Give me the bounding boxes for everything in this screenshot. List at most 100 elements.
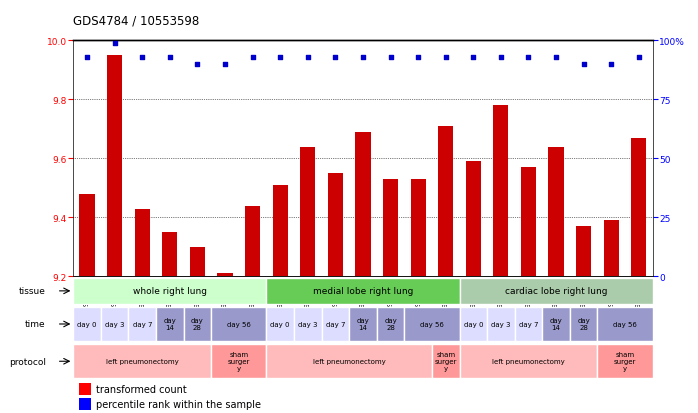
Bar xyxy=(570,307,597,341)
Text: day 7: day 7 xyxy=(326,321,345,327)
Text: day
28: day 28 xyxy=(577,318,590,331)
Point xyxy=(164,55,175,61)
Point xyxy=(302,55,313,61)
Bar xyxy=(521,168,536,277)
Point xyxy=(137,55,148,61)
Bar xyxy=(410,180,426,277)
Bar xyxy=(300,147,315,277)
Text: sham
surger
y: sham surger y xyxy=(614,351,637,371)
Text: day 56: day 56 xyxy=(420,321,444,327)
Point xyxy=(413,55,424,61)
Bar xyxy=(79,383,91,395)
Text: left pneumonectomy: left pneumonectomy xyxy=(106,358,179,364)
Text: day 7: day 7 xyxy=(519,321,538,327)
Bar xyxy=(184,307,211,341)
Bar xyxy=(135,209,150,277)
Point xyxy=(440,55,452,61)
Point xyxy=(247,55,258,61)
Text: left pneumonectomy: left pneumonectomy xyxy=(492,358,565,364)
Point xyxy=(329,55,341,61)
Text: day 3: day 3 xyxy=(105,321,124,327)
Point xyxy=(468,55,479,61)
Bar xyxy=(514,307,542,341)
Point xyxy=(82,55,93,61)
Text: day 0: day 0 xyxy=(270,321,290,327)
Text: day 0: day 0 xyxy=(77,321,97,327)
Point xyxy=(274,55,285,61)
Text: day 3: day 3 xyxy=(298,321,318,327)
Bar xyxy=(73,307,101,341)
Bar xyxy=(190,247,205,277)
Bar xyxy=(267,307,294,341)
Bar xyxy=(101,307,128,341)
Point xyxy=(109,40,120,47)
Text: day
28: day 28 xyxy=(384,318,397,331)
Bar xyxy=(294,307,322,341)
Text: day
14: day 14 xyxy=(550,318,563,331)
Bar xyxy=(267,278,459,304)
Text: day
14: day 14 xyxy=(163,318,176,331)
Text: percentile rank within the sample: percentile rank within the sample xyxy=(96,399,262,409)
Bar xyxy=(377,307,404,341)
Bar xyxy=(79,398,91,410)
Bar xyxy=(466,162,481,277)
Point xyxy=(633,55,644,61)
Text: time: time xyxy=(25,320,45,329)
Bar xyxy=(549,147,564,277)
Bar xyxy=(322,307,349,341)
Bar xyxy=(355,133,371,277)
Text: transformed count: transformed count xyxy=(96,384,187,394)
Bar xyxy=(383,180,398,277)
Bar xyxy=(80,195,95,277)
Text: day 56: day 56 xyxy=(227,321,251,327)
Bar xyxy=(432,344,459,378)
Bar xyxy=(604,221,619,277)
Point xyxy=(385,55,396,61)
Bar xyxy=(438,127,453,277)
Bar xyxy=(328,174,343,277)
Point xyxy=(219,62,230,68)
Bar xyxy=(493,106,508,277)
Bar xyxy=(162,233,177,277)
Point xyxy=(578,62,589,68)
Bar xyxy=(597,307,653,341)
Bar xyxy=(107,56,122,277)
Point xyxy=(496,55,507,61)
Text: cardiac lobe right lung: cardiac lobe right lung xyxy=(505,287,607,296)
Bar xyxy=(273,185,288,277)
Text: day 7: day 7 xyxy=(133,321,152,327)
Bar xyxy=(631,138,646,277)
Bar xyxy=(459,307,487,341)
Bar xyxy=(211,344,267,378)
Text: day 3: day 3 xyxy=(491,321,511,327)
Bar xyxy=(128,307,156,341)
Point xyxy=(523,55,534,61)
Text: left pneumonectomy: left pneumonectomy xyxy=(313,358,385,364)
Point xyxy=(192,62,203,68)
Text: day 56: day 56 xyxy=(613,321,637,327)
Bar xyxy=(597,344,653,378)
Bar xyxy=(576,227,591,277)
Bar xyxy=(542,307,570,341)
Bar xyxy=(487,307,514,341)
Text: day
28: day 28 xyxy=(191,318,204,331)
Bar xyxy=(73,278,267,304)
Point xyxy=(357,55,369,61)
Bar xyxy=(404,307,459,341)
Bar xyxy=(211,307,267,341)
Bar xyxy=(459,344,597,378)
Text: medial lobe right lung: medial lobe right lung xyxy=(313,287,413,296)
Text: sham
surger
y: sham surger y xyxy=(228,351,250,371)
Text: sham
surger
y: sham surger y xyxy=(435,351,457,371)
Bar xyxy=(218,274,232,277)
Text: protocol: protocol xyxy=(8,357,45,366)
Text: whole right lung: whole right lung xyxy=(133,287,207,296)
Bar xyxy=(73,344,211,378)
Text: tissue: tissue xyxy=(19,287,45,296)
Bar xyxy=(245,206,260,277)
Point xyxy=(551,55,562,61)
Bar xyxy=(267,344,432,378)
Bar xyxy=(349,307,377,341)
Text: day 0: day 0 xyxy=(463,321,483,327)
Point xyxy=(606,62,617,68)
